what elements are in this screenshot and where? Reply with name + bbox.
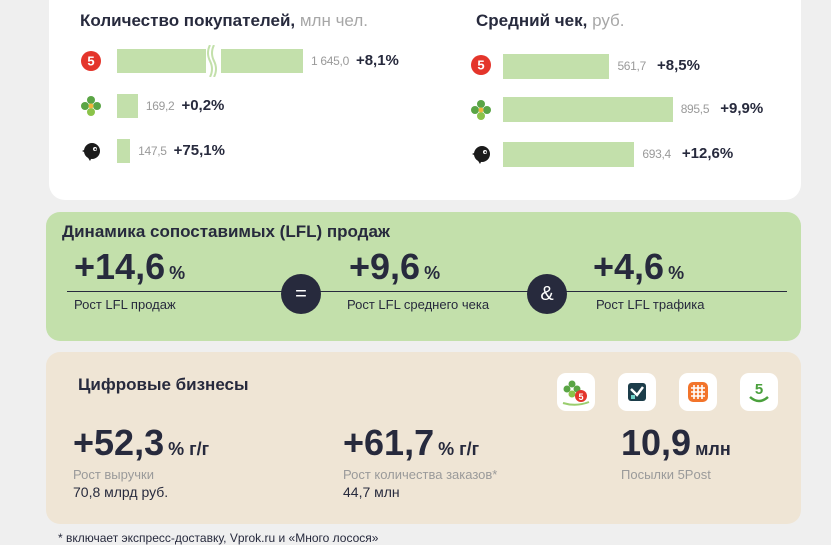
- chizhik-icon: [80, 140, 102, 162]
- avg-check-value-perekrestok: 895,5: [680, 102, 710, 116]
- lfl-title: Динамика сопоставимых (LFL) продаж: [62, 222, 390, 241]
- customers-value-chizhik: 147,5: [138, 144, 167, 158]
- pyaterochka-icon: [470, 54, 492, 76]
- customers-change-chizhik: +75,1%: [173, 142, 225, 159]
- customers-bar-perekrestok: [117, 94, 138, 118]
- avg-check-change-chizhik: +12,6%: [681, 145, 734, 162]
- digital-revenue-caption: Рост выручки: [73, 467, 154, 482]
- avg-check-value-pyaterochka: 561,7: [617, 59, 646, 73]
- equals-icon: =: [281, 274, 321, 314]
- lfl-traffic-caption: Рост LFL трафика: [596, 297, 705, 312]
- mnogo-lososya-icon: [679, 373, 717, 411]
- digital-revenue-sub: 70,8 млрд руб.: [73, 484, 169, 500]
- customers-bar-pyaterochka-tail: [221, 49, 303, 73]
- avg-check-bar-perekrestok: [503, 97, 673, 122]
- chizhik-icon: [470, 143, 492, 165]
- perekrestok-icon: [80, 95, 102, 117]
- avg-check-title: Средний чек, руб.: [476, 11, 625, 30]
- customers-value-perekrestok: 169,2: [145, 99, 175, 113]
- digital-card: [46, 352, 801, 524]
- lfl-sales-caption: Рост LFL продаж: [74, 297, 176, 312]
- pyaterochka-icon: [80, 50, 102, 72]
- lfl-traffic-value: +4,6%: [593, 246, 685, 287]
- digital-orders-value: +61,7% г/г: [343, 422, 480, 463]
- customers-value-pyaterochka: 1 645,0: [311, 54, 349, 68]
- lfl-check-caption: Рост LFL среднего чека: [347, 297, 490, 312]
- digital-revenue-value: +52,3% г/г: [73, 422, 210, 463]
- digital-5post-value: 10,9 млн: [621, 422, 731, 463]
- footnote: * включает экспресс-доставку, Vprok.ru и…: [58, 531, 379, 545]
- avg-check-bar-pyaterochka: [503, 54, 610, 79]
- ampersand-icon: &: [527, 274, 567, 314]
- lfl-card: [46, 212, 801, 341]
- avg-check-change-pyaterochka: +8,5%: [656, 57, 700, 74]
- customers-title: Количество покупателей, млн чел.: [80, 11, 368, 30]
- digital-5post-caption: Посылки 5Post: [621, 467, 711, 482]
- digital-title: Цифровые бизнесы: [78, 375, 249, 394]
- digital-orders-caption: Рост количества заказов*: [343, 467, 498, 482]
- lfl-divider: [67, 291, 787, 292]
- perekrestok-5-icon: 5: [557, 373, 595, 411]
- customers-change-pyaterochka: +8,1%: [355, 52, 399, 69]
- vprok-icon: [618, 373, 656, 411]
- perekrestok-icon: [470, 99, 492, 121]
- svg-text:5: 5: [578, 392, 583, 402]
- stats-card: [49, 0, 801, 200]
- avg-check-bar-chizhik: [503, 142, 635, 167]
- axis-break-icon: [207, 45, 217, 77]
- avg-check-value-chizhik: 693,4: [642, 147, 671, 161]
- customers-bar-chizhik: [117, 139, 131, 163]
- avg-check-change-perekrestok: +9,9%: [720, 100, 764, 117]
- digital-orders-sub: 44,7 млн: [343, 484, 400, 500]
- customers-bar-pyaterochka: [117, 49, 206, 73]
- lfl-check-value: +9,6%: [349, 246, 441, 287]
- svg-text:5: 5: [755, 381, 763, 398]
- lfl-sales-value: +14,6%: [74, 246, 186, 287]
- 5post-icon: 5: [740, 373, 778, 411]
- customers-change-perekrestok: +0,2%: [181, 97, 225, 114]
